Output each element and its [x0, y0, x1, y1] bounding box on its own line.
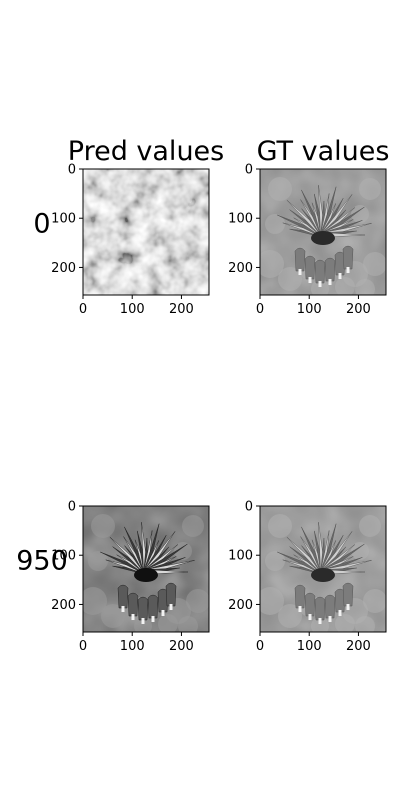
row-label-2: 950: [16, 546, 68, 577]
column-titles: Pred values GT values: [68, 136, 390, 167]
x-tick-label: 100: [120, 302, 145, 317]
image-flower: [260, 169, 386, 295]
y-tick-label: 0: [245, 163, 253, 178]
row-labels: 0 950: [16, 209, 68, 577]
y-tick-label: 100: [51, 212, 76, 227]
x-tick-label: 100: [120, 639, 145, 654]
y-tick-label: 0: [68, 163, 76, 178]
x-tick-label: 0: [256, 302, 264, 317]
y-tick-label: 0: [245, 500, 253, 515]
x-tick-label: 200: [346, 302, 371, 317]
image-flower-contrast: [83, 506, 209, 632]
y-tick-label: 100: [228, 549, 253, 564]
panels: 0 100 200 0 100 200 0 100 200 0 100 200 0 100 200 0 100 2…: [51, 163, 387, 654]
x-tick-label: 100: [297, 639, 322, 654]
panel-r1-c1: 0 100 200 0 100 200: [51, 163, 210, 317]
x-tick-label: 100: [297, 302, 322, 317]
x-tick-label: 200: [169, 639, 194, 654]
panel-r2-c1: 0 100 200 0 100 200: [51, 500, 210, 654]
panel-r2-c2: 0 100 200 0 100 200: [228, 500, 387, 654]
y-tick-label: 100: [51, 549, 76, 564]
x-tick-label: 200: [346, 639, 371, 654]
x-tick-label: 0: [79, 639, 87, 654]
image-noise: [83, 169, 209, 295]
panel-r1-c2: 0 100 200 0 100 200: [228, 163, 387, 317]
y-tick-label: 200: [228, 261, 253, 276]
y-tick-label: 100: [228, 212, 253, 227]
x-tick-label: 0: [256, 639, 264, 654]
row-label-1: 0: [33, 209, 50, 240]
image-flower: [260, 506, 386, 632]
y-tick-label: 200: [51, 261, 76, 276]
x-tick-label: 200: [169, 302, 194, 317]
x-tick-label: 0: [79, 302, 87, 317]
column-title-1: Pred values: [68, 136, 224, 167]
column-title-2: GT values: [257, 136, 390, 167]
y-tick-label: 200: [51, 598, 76, 613]
y-tick-label: 0: [68, 500, 76, 515]
y-tick-label: 200: [228, 598, 253, 613]
